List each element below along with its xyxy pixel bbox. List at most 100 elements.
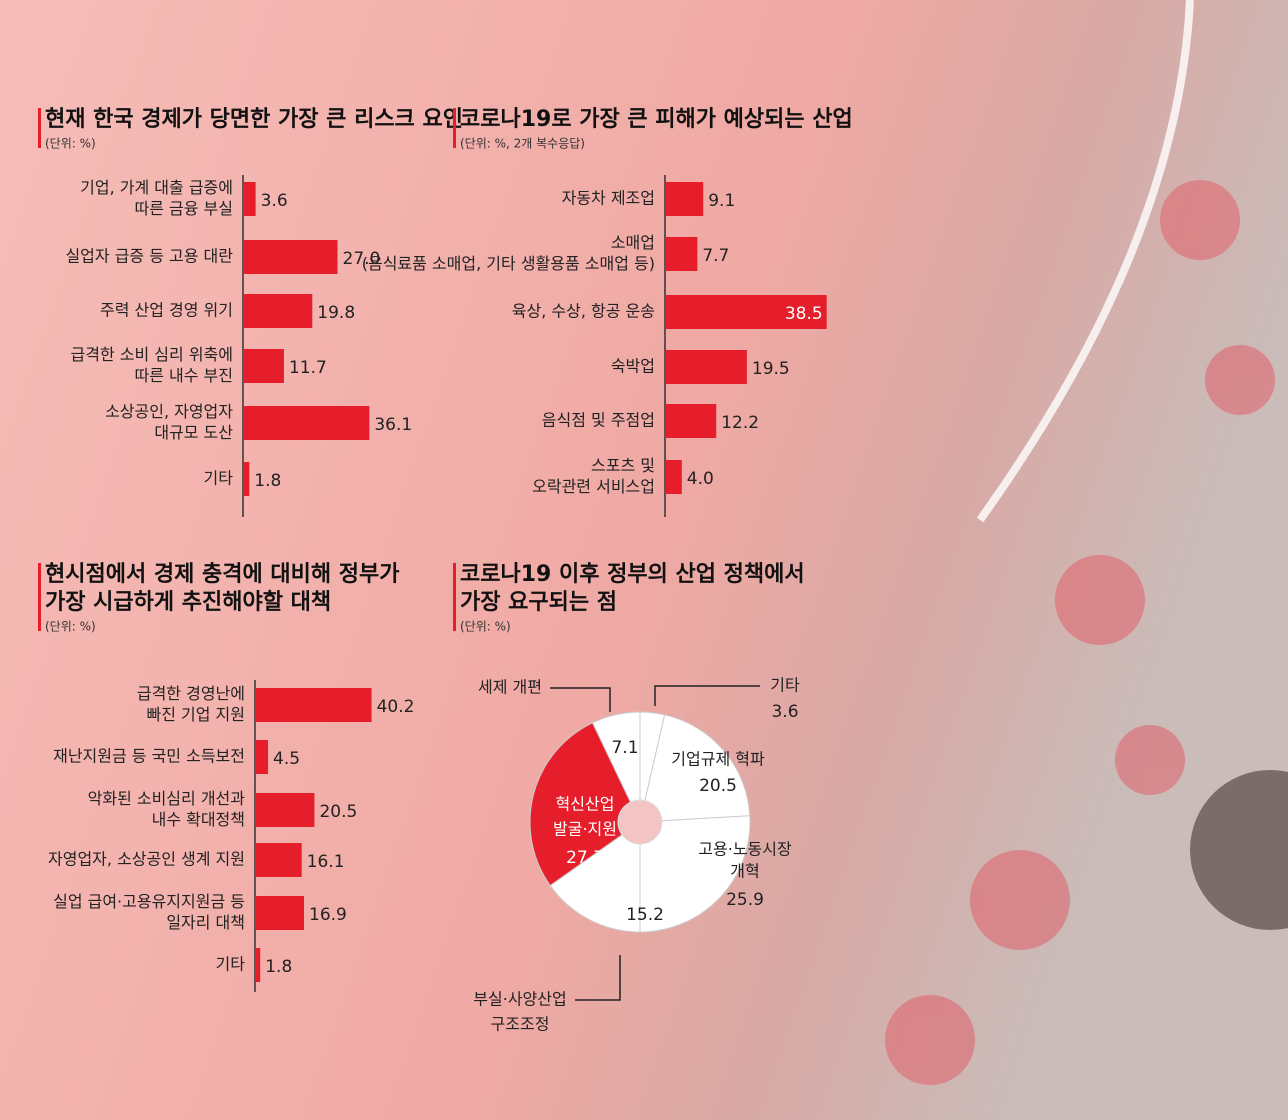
category-label: 급격한 경영난에	[137, 684, 245, 703]
slice-label: 기업규제 혁파	[671, 750, 765, 769]
category-label: 재난지원금 등 국민 소득보전	[53, 747, 245, 766]
value-label: 4.0	[687, 469, 714, 489]
bar	[665, 350, 747, 384]
category-label: 육상, 수상, 항공 운송	[512, 302, 655, 321]
category-label: 실업 급여·고용유지지원금 등	[53, 892, 245, 911]
category-label: 급격한 소비 심리 위축에	[71, 345, 233, 364]
title-marker	[38, 563, 41, 631]
value-label: 40.2	[377, 697, 415, 717]
value-label: 7.7	[702, 246, 729, 266]
category-label: 숙박업	[611, 357, 655, 376]
chart-title: 현시점에서 경제 충격에 대비해 정부가	[45, 562, 399, 587]
value-label: 25.9	[726, 890, 764, 910]
bar	[255, 843, 302, 877]
category-label: 일자리 대책	[166, 913, 245, 932]
category-label: 기타	[204, 469, 234, 488]
chart-subtitle: (단위: %)	[45, 620, 96, 634]
bar	[243, 294, 313, 328]
bar	[243, 240, 338, 274]
decor	[976, 0, 1194, 523]
title-marker	[38, 108, 41, 148]
slice-label: 구조조정	[491, 1015, 550, 1034]
value-label: 3.6	[771, 702, 798, 722]
leader-line	[550, 687, 611, 712]
bar	[255, 948, 261, 982]
pie-slice	[529, 722, 641, 887]
category-label: 소매업	[611, 233, 655, 252]
bar	[255, 688, 372, 722]
category-label: 악화된 소비심리 개선과	[88, 789, 246, 808]
slice-label: 기타	[770, 676, 800, 695]
bar	[243, 462, 250, 496]
bar	[243, 349, 284, 383]
slice-label: 발굴·지원	[553, 820, 617, 839]
value-label: 3.6	[261, 191, 288, 211]
category-label: 기업, 가계 대출 급증에	[80, 178, 233, 197]
chart-subtitle: (단위: %, 2개 복수응답)	[460, 137, 585, 151]
category-label: 실업자 급증 등 고용 대란	[65, 247, 233, 266]
bar	[243, 182, 256, 216]
category-label: 자동차 제조업	[562, 189, 655, 208]
value-label: 20.5	[699, 776, 737, 796]
category-label: 빠진 기업 지원	[147, 705, 246, 724]
value-label: 16.1	[307, 852, 345, 872]
bar	[243, 406, 370, 440]
title-marker	[453, 108, 456, 148]
bar	[665, 460, 682, 494]
value-label: 27.7	[566, 848, 604, 868]
category-label: 기타	[216, 955, 246, 974]
chart-subtitle: (단위: %)	[460, 620, 511, 634]
value-label: 15.2	[626, 905, 664, 925]
category-label: 자영업자, 소상공인 생계 지원	[48, 850, 245, 869]
slice-label: 고용·노동시장	[698, 840, 792, 859]
slice-label: 개혁	[730, 862, 759, 881]
bar	[255, 896, 305, 930]
decor	[885, 180, 1275, 1085]
category-label: 대규모 도산	[154, 423, 233, 442]
bar	[255, 740, 269, 774]
chart-title: 코로나19로 가장 큰 피해가 예상되는 산업	[460, 107, 853, 132]
value-label: 36.1	[374, 415, 412, 435]
category-label: 음식점 및 주점업	[542, 411, 655, 430]
bar	[665, 182, 704, 216]
value-label: 16.9	[309, 905, 347, 925]
value-label: 38.5	[785, 304, 823, 324]
value-label: 4.5	[273, 749, 300, 769]
category-label: 주력 산업 경영 위기	[100, 301, 233, 320]
chart-title: 코로나19 이후 정부의 산업 정책에서	[460, 562, 805, 587]
bar	[665, 404, 717, 438]
value-label: 1.8	[254, 471, 281, 491]
value-label: 7.1	[611, 738, 638, 758]
bar	[665, 295, 827, 329]
chart-subtitle: (단위: %)	[45, 137, 96, 151]
bar	[665, 237, 698, 271]
pie-hole	[617, 799, 663, 845]
value-label: 20.5	[319, 802, 357, 822]
slice-label: 혁신산업	[556, 795, 615, 814]
decor	[1190, 770, 1288, 930]
slice-label: 부실·사양산업	[473, 990, 566, 1009]
chart-title: 가장 요구되는 점	[460, 590, 617, 615]
category-label: 소상공인, 자영업자	[105, 402, 233, 421]
value-label: 9.1	[708, 191, 735, 211]
chart-title: 현재 한국 경제가 당면한 가장 큰 리스크 요인	[45, 107, 463, 132]
category-label: 따른 금융 부실	[135, 199, 234, 218]
pie-slice	[549, 821, 641, 933]
value-label: 12.2	[721, 413, 759, 433]
pie-slice	[639, 815, 751, 933]
pie-slice	[591, 711, 641, 823]
category-label: (음식료품 소매업, 기타 생활용품 소매업 등)	[362, 254, 655, 273]
title-marker	[453, 563, 456, 631]
value-label: 11.7	[289, 358, 327, 378]
value-label: 1.8	[265, 957, 292, 977]
value-label: 19.5	[752, 359, 790, 379]
category-label: 오락관련 서비스업	[532, 477, 655, 496]
chart-title: 가장 시급하게 추진해야할 대책	[45, 590, 331, 615]
value-label: 27.0	[343, 249, 381, 269]
category-label: 내수 확대정책	[152, 810, 245, 829]
leader-line	[575, 955, 621, 1001]
bar	[255, 793, 315, 827]
